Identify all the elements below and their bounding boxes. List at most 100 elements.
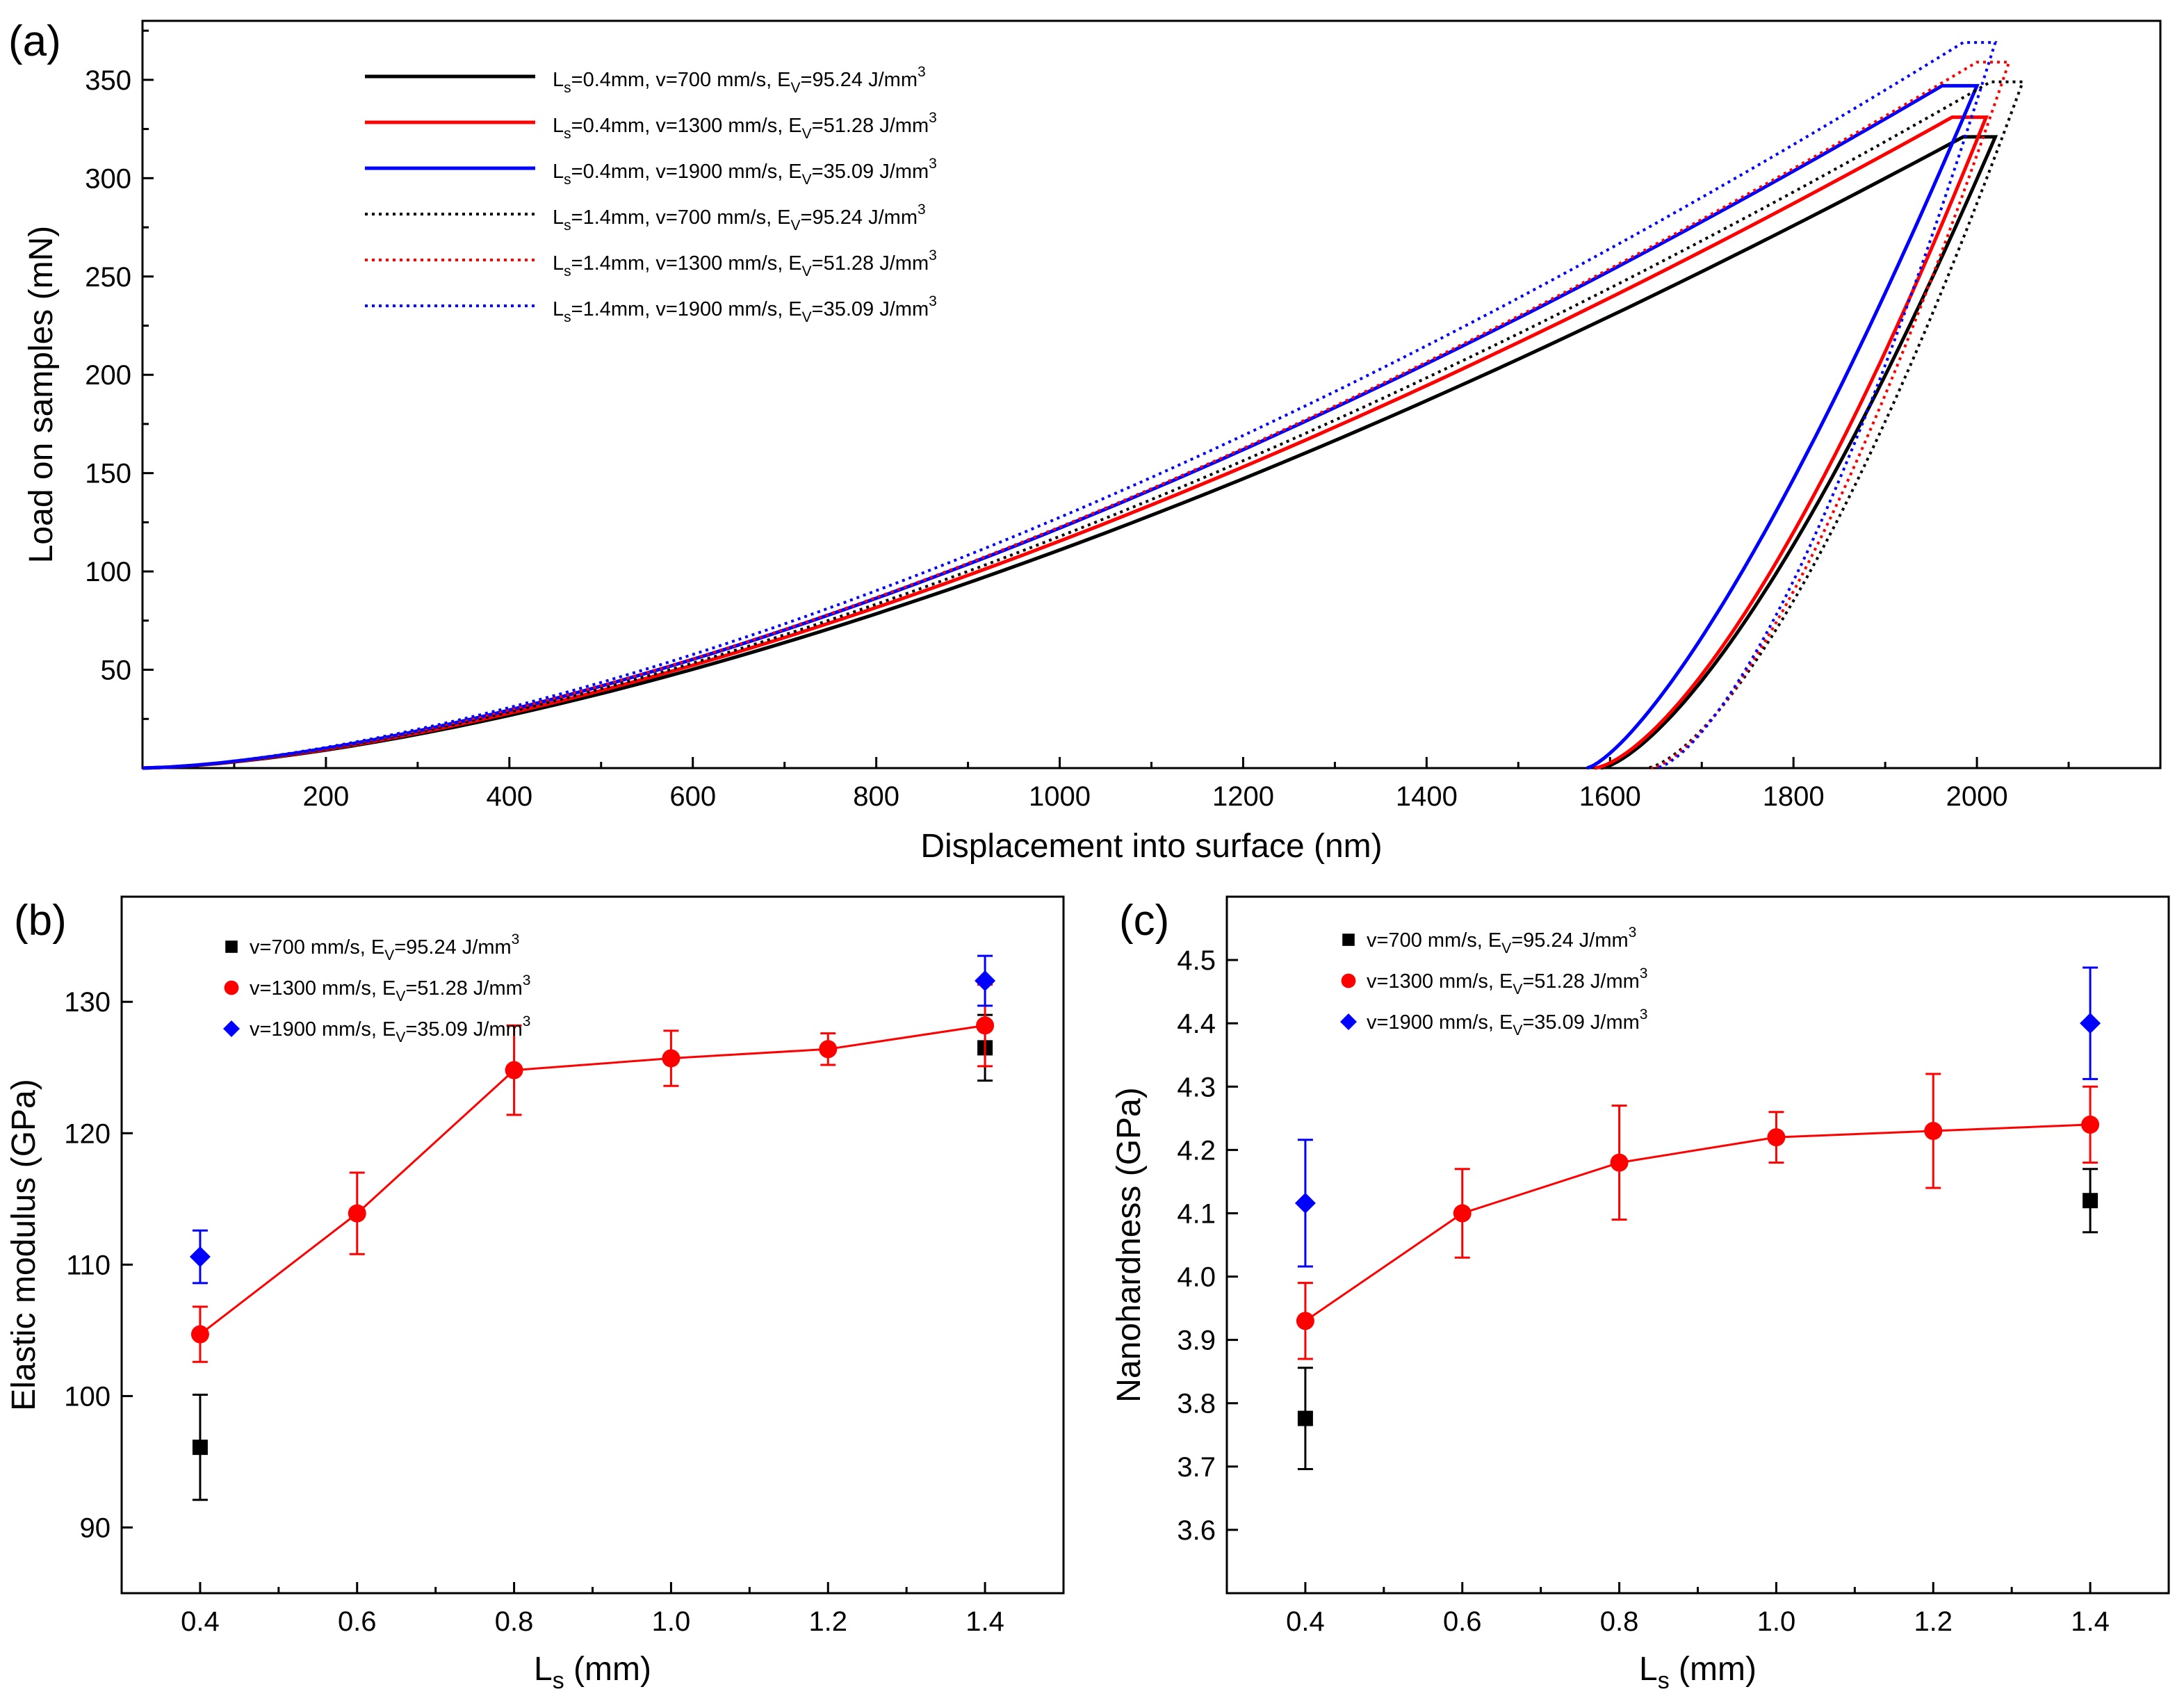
- legend-text: =35.09 J/mm: [812, 298, 929, 320]
- legend-superscript: 3: [1640, 1007, 1648, 1022]
- legend-text: v=700 mm/s, E: [1367, 929, 1501, 952]
- legend-subscript: s: [564, 172, 571, 188]
- legend-subscript: V: [384, 947, 394, 963]
- data-point: [1924, 1122, 1943, 1141]
- legend-superscript: 3: [918, 64, 926, 80]
- legend-text: =35.09 J/mm: [1522, 1011, 1639, 1034]
- x-tick-label: 400: [486, 781, 532, 812]
- legend-subscript: s: [564, 263, 571, 279]
- x-tick-label: 1.2: [808, 1606, 847, 1637]
- legend-entry: Ls=0.4mm, v=1900 mm/s, EV=35.09 J/mm3: [553, 156, 937, 188]
- legend-entry: Ls=1.4mm, v=1900 mm/s, EV=35.09 J/mm3: [553, 293, 937, 325]
- legend-superscript: 3: [523, 1013, 531, 1029]
- legend-superscript: 3: [1629, 924, 1637, 940]
- panel-a-load-displacement: (a) 200 400 600 800 1000 1200 1400 1600 1800 2000 5…: [8, 17, 2162, 865]
- y-tick-label: 3.6: [1177, 1515, 1216, 1546]
- y-tick-label: 150: [85, 459, 131, 489]
- x-axis-label-main: L: [534, 1651, 553, 1688]
- panel-label: (b): [14, 897, 67, 945]
- legend-text: L: [553, 69, 564, 91]
- x-axis-label: Ls (mm): [534, 1651, 651, 1694]
- legend-superscript: 3: [929, 156, 937, 172]
- x-axis-label: Displacement into surface (nm): [920, 828, 1382, 865]
- legend-subscript: s: [564, 80, 571, 96]
- y-tick-label: 4.0: [1177, 1262, 1216, 1293]
- x-tick-label: 0.6: [338, 1606, 377, 1637]
- legend-text: L: [553, 252, 564, 275]
- legend-subscript: V: [791, 218, 801, 234]
- legend-marker: [1341, 973, 1356, 988]
- y-tick-label: 250: [85, 262, 131, 293]
- legend-subscript: V: [396, 988, 405, 1004]
- y-tick-label: 4.1: [1177, 1198, 1216, 1229]
- legend-subscript: V: [802, 172, 812, 188]
- y-tick-label: 100: [64, 1381, 111, 1412]
- y-tick-label: 90: [80, 1513, 111, 1543]
- legend-text: =1.4mm, v=1300 mm/s, E: [571, 252, 802, 275]
- legend-subscript: V: [1513, 981, 1522, 997]
- legend-superscript: 3: [512, 931, 520, 947]
- legend-entry: v=700 mm/s, EV=95.24 J/mm3: [250, 931, 519, 963]
- x-tick-label: 1200: [1212, 781, 1274, 812]
- x-tick-label: 0.4: [181, 1606, 220, 1637]
- data-point: [1610, 1153, 1629, 1172]
- y-tick-label: 4.2: [1177, 1135, 1216, 1166]
- legend-text: =95.24 J/mm: [801, 69, 918, 91]
- y-tick-label: 4.4: [1177, 1009, 1216, 1039]
- legend-entry: v=700 mm/s, EV=95.24 J/mm3: [1367, 924, 1636, 956]
- y-tick-label: 350: [85, 65, 131, 96]
- panel-label: (c): [1119, 897, 1169, 945]
- x-tick-label: 1.4: [965, 1606, 1004, 1637]
- legend-superscript: 3: [929, 293, 937, 309]
- y-tick-label: 300: [85, 163, 131, 194]
- x-axis-label-subscript: s: [1658, 1668, 1670, 1694]
- y-tick-label: 3.8: [1177, 1389, 1216, 1419]
- legend-marker: [1340, 1013, 1357, 1030]
- legend-text: =51.28 J/mm: [1522, 970, 1639, 993]
- data-point: [190, 1325, 209, 1344]
- x-tick-label: 1400: [1396, 781, 1458, 812]
- panel-a-label: (a): [8, 17, 61, 65]
- series-connecting-line: [199, 1024, 986, 1335]
- data-point: [819, 1040, 838, 1059]
- legend-entry: Ls=0.4mm, v=1300 mm/s, EV=51.28 J/mm3: [553, 110, 937, 142]
- legend-text: =0.4mm, v=1900 mm/s, E: [571, 161, 802, 183]
- y-tick-label: 4.3: [1177, 1072, 1216, 1102]
- y-tick-label: 4.5: [1177, 945, 1216, 976]
- x-tick-label: 1.4: [2071, 1606, 2110, 1637]
- x-axis-label-unit: (mm): [1670, 1651, 1757, 1688]
- x-tick-label: 600: [669, 781, 716, 812]
- legend-subscript: V: [802, 126, 812, 142]
- panel-c-nanohardness: (c) 0.4 0.6 0.8 1.0 1.2 1.4 3.6 3.7 3.8 3.9 4.0 4.1 4…: [1111, 895, 2170, 1694]
- legend-text: v=1300 mm/s, E: [1367, 970, 1513, 993]
- series-connecting-line: [1305, 1123, 2091, 1322]
- x-tick-label: 1.2: [1914, 1606, 1953, 1637]
- legend-text: L: [553, 161, 564, 183]
- legend-text: =0.4mm, v=1300 mm/s, E: [571, 115, 802, 137]
- legend-text: v=700 mm/s, E: [250, 936, 384, 959]
- x-tick-label: 0.8: [1600, 1606, 1639, 1637]
- data-point: [1294, 1192, 1316, 1214]
- y-tick-label: 100: [85, 557, 131, 587]
- legend-subscript: V: [791, 80, 801, 96]
- legend-marker: [1342, 934, 1355, 946]
- data-point: [976, 1016, 995, 1035]
- data-point: [189, 1246, 211, 1268]
- data-point: [2080, 1013, 2101, 1034]
- series-line-6: [142, 41, 1998, 769]
- legend-text: =1.4mm, v=1900 mm/s, E: [571, 298, 802, 320]
- legend-text: =1.4mm, v=700 mm/s, E: [571, 206, 791, 229]
- x-tick-label: 2000: [1946, 781, 2008, 812]
- legend-text: =51.28 J/mm: [812, 115, 929, 137]
- legend-text: =95.24 J/mm: [801, 206, 918, 229]
- legend-text: L: [553, 115, 564, 137]
- legend-marker: [223, 1020, 240, 1037]
- legend-text: v=1300 mm/s, E: [250, 977, 396, 1000]
- x-tick-label: 0.4: [1286, 1606, 1325, 1637]
- x-tick-label: 1.0: [652, 1606, 691, 1637]
- legend-subscript: V: [802, 263, 812, 279]
- legend-entry: Ls=1.4mm, v=1300 mm/s, EV=51.28 J/mm3: [553, 247, 937, 279]
- legend-marker: [225, 940, 238, 953]
- y-tick-label: 50: [101, 655, 132, 686]
